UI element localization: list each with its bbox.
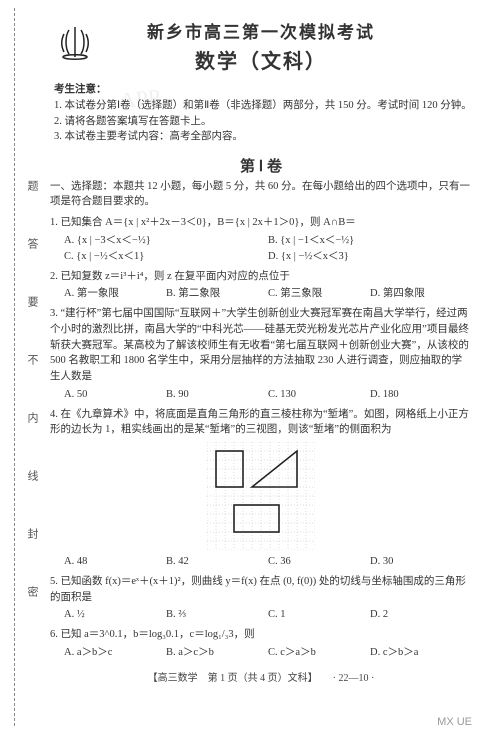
- question-5: 5. 已知函数 f(x)＝eˣ＋(x＋1)²，则曲线 y＝f(x) 在点 (0,…: [50, 574, 472, 623]
- candidate-notice: 考生注意： 1. 本试卷分第Ⅰ卷（选择题）和第Ⅱ卷（非选择题）两部分，共 150…: [54, 82, 472, 145]
- section-1-title: 第 Ⅰ 卷: [50, 155, 472, 176]
- choice: B. 第二象限: [166, 286, 268, 302]
- choice: B. {x | −1＜x＜−½}: [268, 233, 472, 249]
- choice: B. a＞c＞b: [166, 645, 268, 661]
- question-number: 6.: [50, 629, 58, 640]
- choice: C. {x | −½＜x＜1}: [64, 249, 268, 265]
- choice: B. ⅔: [166, 607, 268, 623]
- exam-title: 新乡市高三第一次模拟考试: [50, 18, 472, 43]
- question-number: 5.: [50, 576, 58, 587]
- question-stem: 已知函数 f(x)＝eˣ＋(x＋1)²，则曲线 y＝f(x) 在点 (0, f(…: [50, 576, 466, 603]
- footer-text: 【高三数学 第 1 页（共 4 页）文科】: [148, 673, 318, 684]
- question-1: 1. 已知集合 A＝{x | x²＋2x－3＜0}，B＝{x | 2x＋1＞0}…: [50, 215, 472, 264]
- notice-title: 考生注意：: [54, 82, 472, 98]
- choice: D. {x | −½＜x＜3}: [268, 249, 472, 265]
- notice-item: 3. 本试卷主要考试内容：高考全部内容。: [54, 129, 472, 145]
- exam-header: 新乡市高三第一次模拟考试 数学（文科）: [50, 18, 472, 74]
- page-footer: 【高三数学 第 1 页（共 4 页）文科】 · 22—10 ·: [50, 669, 472, 684]
- choice: A. 第一象限: [64, 286, 166, 302]
- question-stem: “建行杯”第七届中国国际“互联网＋”大学生创新创业大赛冠军赛在南昌大学举行，经过…: [50, 308, 469, 382]
- sealing-line-labels: 题 答 要 不 内 线 封 密: [24, 180, 40, 615]
- choice: C. 1: [268, 607, 370, 623]
- choice: D. c＞b＞a: [370, 645, 472, 661]
- choice: D. 2: [370, 607, 472, 623]
- question-number: 4.: [50, 409, 58, 420]
- footer-code: · 22—10 ·: [333, 673, 375, 684]
- choice: A. {x | −3＜x＜−½}: [64, 233, 268, 249]
- choice: B. 42: [166, 554, 268, 570]
- choice: B. 90: [166, 387, 268, 403]
- notice-item: 2. 请将各题答案填写在答题卡上。: [54, 114, 472, 130]
- exam-subject: 数学（文科）: [50, 45, 472, 74]
- binding-dash-line: [14, 8, 15, 726]
- question-stem: 在《九章算术》中，将底面是直角三角形的直三棱柱称为“堑堵”。如图，网格纸上小正方…: [50, 409, 469, 436]
- choice: A. 48: [64, 554, 166, 570]
- choice: D. 180: [370, 387, 472, 403]
- question-number: 2.: [50, 271, 58, 282]
- question-6: 6. 已知 a＝3^0.1，b＝log₃0.1，c＝log₁/₃3，则 A. a…: [50, 627, 472, 661]
- choice: A. ½: [64, 607, 166, 623]
- notice-item: 1. 本试卷分第Ⅰ卷（选择题）和第Ⅱ卷（非选择题）两部分，共 150 分。考试时…: [54, 98, 472, 114]
- question-stem: 已知集合 A＝{x | x²＋2x－3＜0}，B＝{x | 2x＋1＞0}，则 …: [61, 217, 356, 228]
- choice: C. 36: [268, 554, 370, 570]
- choice: C. 第三象限: [268, 286, 370, 302]
- question-stem: 已知 a＝3^0.1，b＝log₃0.1，c＝log₁/₃3，则: [61, 629, 255, 640]
- choice: D. 30: [370, 554, 472, 570]
- section-1-instructions: 一、选择题：本题共 12 小题，每小题 5 分，共 60 分。在每小题给出的四个…: [50, 180, 472, 209]
- choice: C. c＞a＞b: [268, 645, 370, 661]
- choice: C. 130: [268, 387, 370, 403]
- question-2: 2. 已知复数 z＝i³＋i⁴，则 z 在复平面内对应的点位于 A. 第一象限 …: [50, 269, 472, 303]
- question-stem: 已知复数 z＝i³＋i⁴，则 z 在复平面内对应的点位于: [61, 271, 290, 282]
- question-4: 4. 在《九章算术》中，将底面是直角三角形的直三棱柱称为“堑堵”。如图，网格纸上…: [50, 407, 472, 570]
- faint-watermark: APP: [119, 84, 162, 114]
- choice: A. a＞b＞c: [64, 645, 166, 661]
- question-number: 1.: [50, 217, 58, 228]
- watermark: MX UE: [437, 716, 472, 728]
- school-logo-icon: [60, 24, 90, 60]
- choice: A. 50: [64, 387, 166, 403]
- choice: D. 第四象限: [370, 286, 472, 302]
- question-3: 3. “建行杯”第七届中国国际“互联网＋”大学生创新创业大赛冠军赛在南昌大学举行…: [50, 306, 472, 403]
- question-number: 3.: [50, 308, 58, 319]
- three-view-figure: [207, 442, 315, 550]
